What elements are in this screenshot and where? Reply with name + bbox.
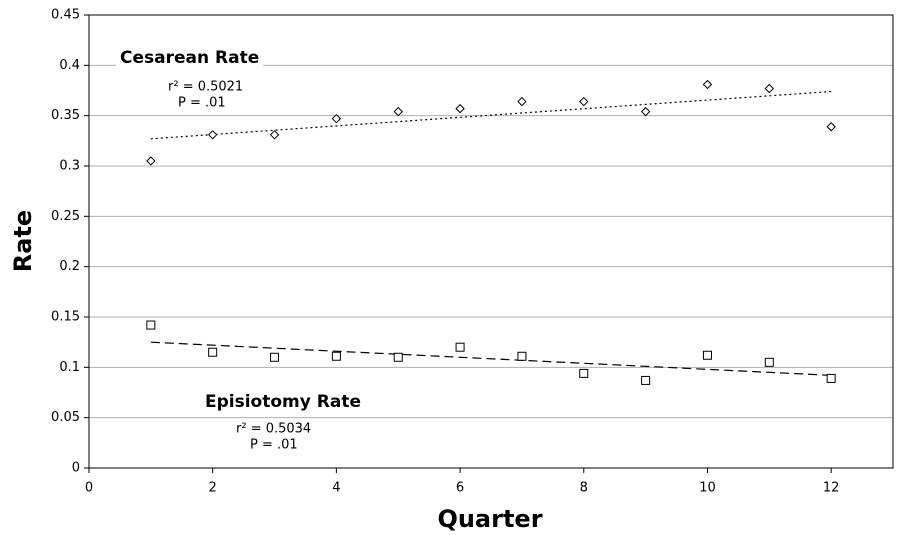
y-tick-label: 0.3 — [59, 159, 80, 174]
point — [579, 96, 589, 107]
plot-frame — [88, 14, 894, 469]
point — [269, 130, 280, 140]
y-tick-label: 0 — [72, 461, 80, 476]
point — [455, 103, 465, 114]
p-value: P = .01 — [178, 96, 226, 111]
x-axis-title: Quarter — [437, 505, 542, 533]
point — [641, 375, 651, 385]
point — [455, 342, 465, 352]
trend-line — [150, 341, 832, 376]
point — [146, 320, 156, 330]
point — [764, 357, 774, 367]
point — [517, 96, 527, 107]
trend-line — [150, 90, 832, 140]
y-tick-label: 0.35 — [51, 108, 80, 123]
point — [764, 83, 775, 94]
point — [208, 347, 218, 357]
point — [517, 351, 527, 361]
y-tick-label: 0.45 — [51, 8, 80, 23]
x-tick-label: 8 — [580, 481, 588, 496]
label-background — [201, 390, 365, 414]
x-tick-label: 4 — [332, 481, 340, 496]
point — [331, 351, 341, 361]
x-tick-label: 12 — [823, 481, 840, 496]
point — [146, 156, 156, 166]
x-tick-label: 2 — [209, 481, 217, 496]
x-tick-label: 6 — [456, 481, 464, 496]
point — [207, 130, 218, 140]
series-label: Cesarean Rate — [120, 48, 259, 68]
x-tick-label: 0 — [85, 481, 93, 496]
point — [702, 350, 712, 360]
point — [331, 113, 342, 124]
series-label: Episiotomy Rate — [205, 392, 361, 412]
x-tick-label: 10 — [699, 481, 716, 496]
y-tick-label: 0.05 — [51, 410, 80, 425]
r-squared: r² = 0.5021 — [168, 80, 243, 95]
label-background — [116, 46, 264, 70]
y-tick-label: 0.4 — [59, 58, 80, 73]
r-squared: r² = 0.5034 — [236, 422, 311, 437]
point — [826, 122, 836, 132]
point — [270, 352, 280, 362]
point — [579, 368, 589, 378]
y-tick-label: 0.2 — [59, 259, 80, 274]
y-tick-label: 0.25 — [51, 209, 80, 224]
point — [393, 352, 403, 362]
y-axis-title: Rate — [9, 210, 37, 272]
y-tick-label: 0.1 — [59, 360, 80, 375]
point — [702, 79, 713, 90]
y-tick-label: 0.15 — [51, 310, 80, 325]
point — [393, 106, 403, 117]
point — [640, 106, 651, 117]
point — [826, 373, 836, 383]
p-value: P = .01 — [250, 438, 298, 453]
